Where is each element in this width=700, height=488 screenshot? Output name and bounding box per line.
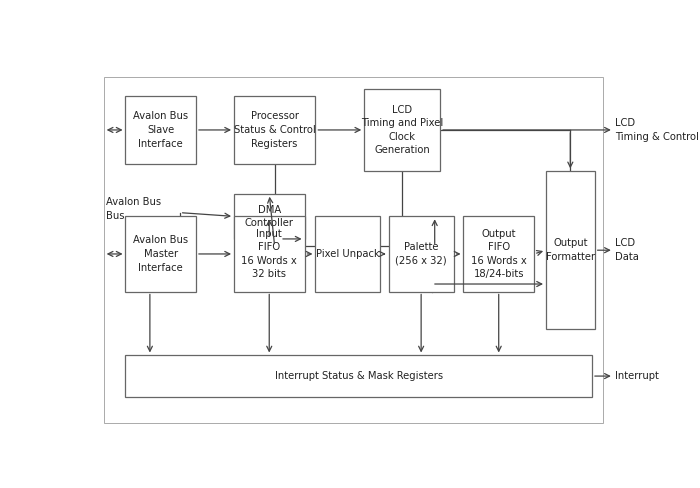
Bar [315, 216, 381, 291]
Text: Pixel Unpack: Pixel Unpack [316, 249, 380, 259]
Text: Interrupt Status & Mask Registers: Interrupt Status & Mask Registers [274, 371, 443, 381]
Text: LCD
Timing and Pixel
Clock
Generation: LCD Timing and Pixel Clock Generation [361, 104, 443, 155]
Bar [125, 216, 196, 291]
Text: Palette
(256 x 32): Palette (256 x 32) [395, 242, 447, 266]
Bar [234, 216, 304, 291]
Text: Output
Formatter: Output Formatter [546, 239, 595, 262]
Text: Avalon Bus
Bus: Avalon Bus Bus [106, 197, 162, 221]
Bar [234, 194, 304, 239]
Bar [463, 216, 534, 291]
Text: Avalon Bus
Slave
Interface: Avalon Bus Slave Interface [133, 111, 188, 148]
Text: Processor
Status & Control
Registers: Processor Status & Control Registers [234, 111, 316, 148]
Text: DMA
Controller: DMA Controller [245, 204, 294, 228]
Text: Output
FIFO
16 Words x
18/24-bits: Output FIFO 16 Words x 18/24-bits [471, 228, 526, 279]
Bar [125, 96, 196, 164]
Text: LCD
Data: LCD Data [615, 239, 638, 262]
Text: Input
FIFO
16 Words x
32 bits: Input FIFO 16 Words x 32 bits [241, 228, 297, 279]
Bar [364, 89, 440, 171]
Text: Avalon Bus
Master
Interface: Avalon Bus Master Interface [133, 235, 188, 273]
Text: Interrupt: Interrupt [615, 371, 659, 381]
Bar [125, 355, 592, 397]
Bar [234, 96, 315, 164]
Text: LCD
Timing & Control: LCD Timing & Control [615, 118, 699, 142]
Bar [389, 216, 454, 291]
Bar [546, 171, 595, 329]
